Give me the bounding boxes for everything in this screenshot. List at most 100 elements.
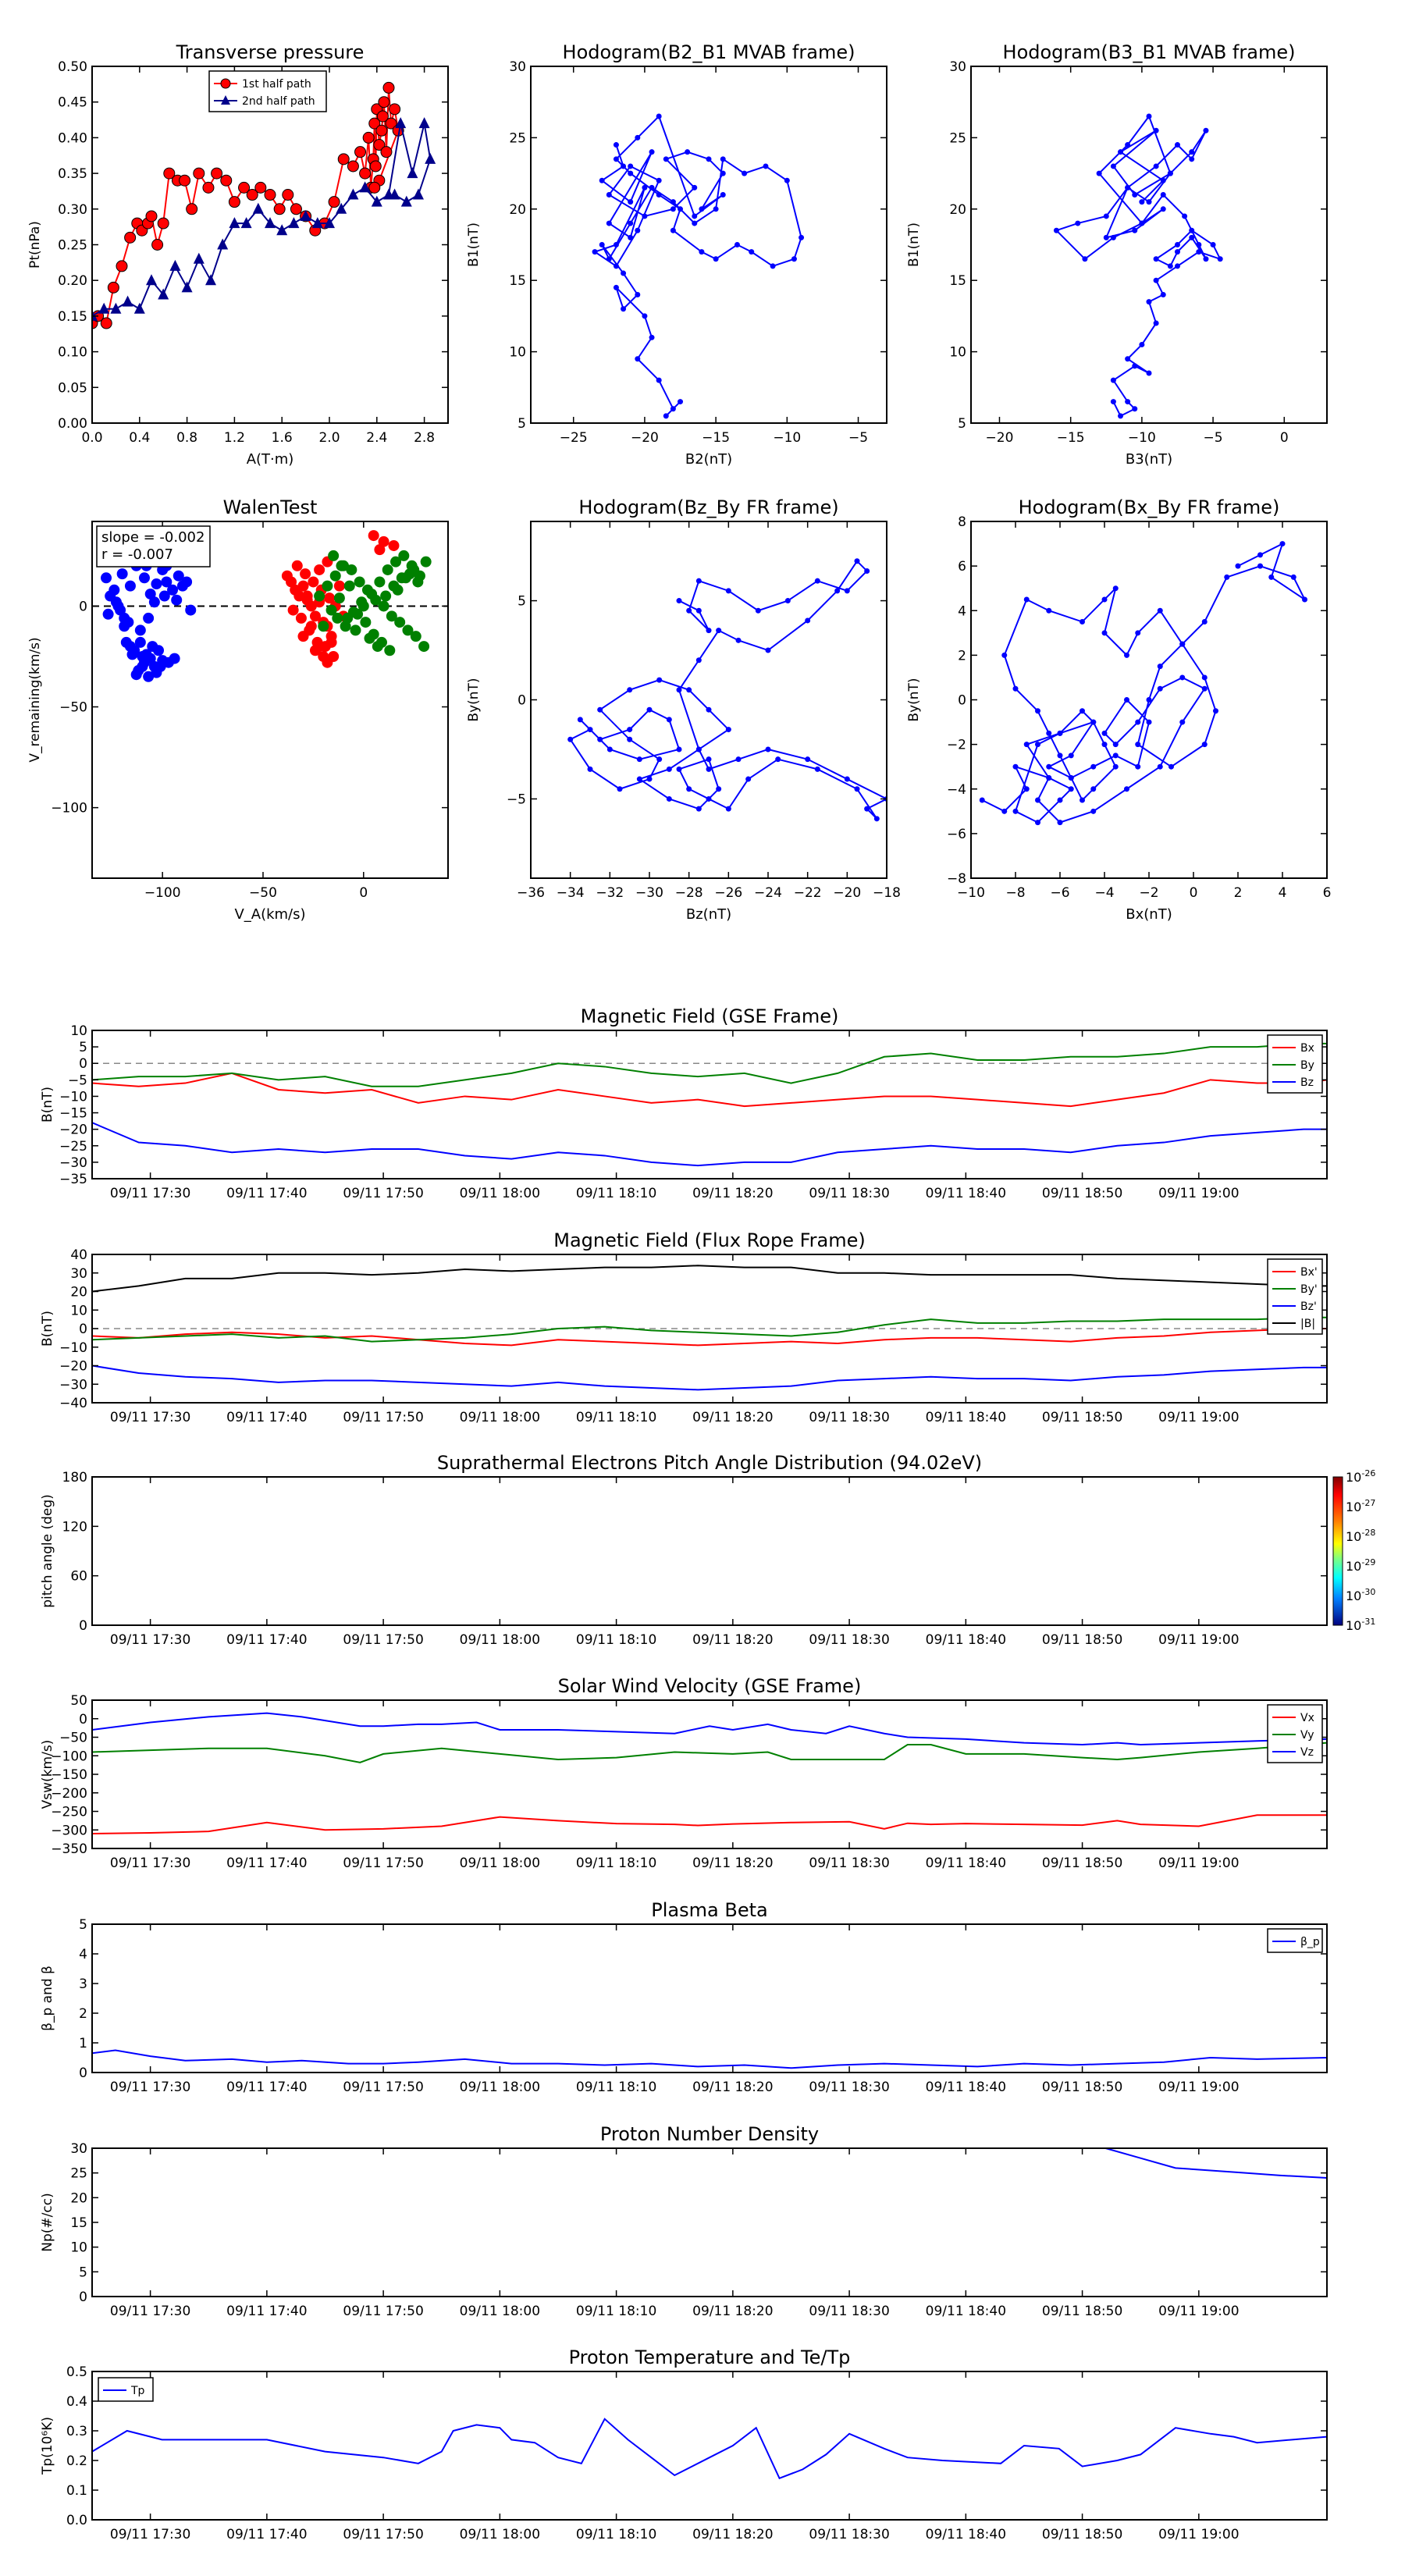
data-point xyxy=(686,687,692,693)
x-tick-label: 09/11 19:00 xyxy=(1158,1856,1239,1871)
data-point xyxy=(765,647,771,653)
data-point xyxy=(656,377,662,383)
data-point xyxy=(1068,786,1074,792)
chart-title: Hodogram(B2_B1 MVAB frame) xyxy=(563,41,855,63)
legend-marker xyxy=(221,95,230,105)
data-point xyxy=(606,220,612,226)
chart-title: Plasma Beta xyxy=(651,1899,767,1921)
data-point xyxy=(318,621,329,632)
series-Vy xyxy=(92,1742,1327,1763)
y-axis-label: By(nT) xyxy=(466,678,482,721)
y-tick-label: 0.15 xyxy=(58,309,87,325)
data-point xyxy=(1118,413,1124,419)
data-point xyxy=(140,649,152,660)
data-point xyxy=(286,576,297,588)
data-point xyxy=(1001,652,1008,658)
data-point xyxy=(418,641,430,653)
y-tick-label: 10 xyxy=(70,1023,87,1039)
data-point xyxy=(656,677,663,683)
data-point xyxy=(1146,199,1152,205)
data-point xyxy=(157,655,169,667)
data-point xyxy=(151,667,162,678)
data-point xyxy=(1110,234,1116,240)
chart-title: Proton Number Density xyxy=(600,2123,819,2145)
data-point xyxy=(854,786,860,792)
y-tick-label: −200 xyxy=(51,1786,87,1802)
data-point xyxy=(1213,708,1218,714)
y-axis-label: Vsw(km/s) xyxy=(40,1740,55,1809)
data-point xyxy=(1146,299,1152,305)
data-point xyxy=(158,590,170,602)
data-point xyxy=(305,600,317,612)
x-tick-label: 09/11 18:00 xyxy=(460,1186,540,1201)
data-point xyxy=(617,786,623,792)
data-point xyxy=(265,217,276,229)
data-point xyxy=(663,156,669,162)
data-point xyxy=(246,189,258,201)
x-tick-label: 09/11 17:30 xyxy=(110,1186,190,1201)
data-point xyxy=(1023,742,1030,748)
series-line xyxy=(92,1742,1327,1763)
x-tick-label: 09/11 17:30 xyxy=(110,2080,190,2095)
data-point xyxy=(1132,227,1138,233)
data-point xyxy=(784,177,790,183)
y-tick-label: 120 xyxy=(62,1519,87,1535)
data-point xyxy=(382,564,393,575)
data-point xyxy=(1053,227,1059,233)
data-point xyxy=(389,103,401,116)
data-point xyxy=(158,288,169,300)
data-point xyxy=(1203,256,1209,262)
x-tick-label: 09/11 18:00 xyxy=(460,1410,540,1425)
data-point xyxy=(873,816,880,822)
data-point xyxy=(1132,363,1138,369)
data-point xyxy=(137,660,148,672)
data-point xyxy=(670,406,676,412)
x-tick-label: 09/11 19:00 xyxy=(1158,2527,1239,2542)
data-point xyxy=(663,413,669,419)
x-tick-label: −24 xyxy=(754,885,782,901)
colorbar-tick-exponent: -27 xyxy=(1361,1498,1375,1508)
data-point xyxy=(325,604,337,616)
x-tick-label: 09/11 17:30 xyxy=(110,2304,190,2319)
data-point xyxy=(1112,585,1119,592)
data-point xyxy=(1080,708,1085,714)
legend-label: Tp xyxy=(130,2385,145,2397)
x-tick-label: −10 xyxy=(957,885,985,901)
data-point xyxy=(124,641,136,653)
plot-frame xyxy=(91,1923,1328,2073)
data-point xyxy=(597,736,603,742)
data-point xyxy=(1080,619,1085,625)
x-tick-label: −15 xyxy=(1057,430,1085,446)
data-point xyxy=(695,806,702,812)
data-point xyxy=(282,189,294,201)
data-point xyxy=(163,167,176,180)
chart-tp_temp: 09/11 17:30 09/11 17:40 09/11 17:50 09/11 1… xyxy=(40,2347,1328,2542)
data-point xyxy=(627,687,633,693)
data-point xyxy=(656,192,662,198)
data-point xyxy=(814,578,820,584)
x-tick-label: 09/11 17:40 xyxy=(226,2080,307,2095)
data-point xyxy=(666,717,672,723)
chart-h31: −20 −15 −10 −5 0 5 10 15 20 25 30 Hodogram(B3_B1 MV… xyxy=(906,41,1328,468)
chart-title: Transverse pressure xyxy=(176,41,365,63)
y-tick-label: 15 xyxy=(949,273,966,289)
data-point xyxy=(100,317,112,329)
data-point xyxy=(1112,763,1119,770)
data-point xyxy=(124,580,136,592)
data-point xyxy=(300,568,311,580)
data-point xyxy=(404,568,416,580)
data-point xyxy=(1139,341,1145,347)
y-tick-label: 0.30 xyxy=(58,202,87,218)
legend: 1st half path 2nd half path xyxy=(208,70,327,112)
data-point xyxy=(676,687,682,693)
chart-title: Magnetic Field (Flux Rope Frame) xyxy=(553,1229,865,1251)
data-point xyxy=(1168,763,1174,770)
y-axis-label: Np(#/cc) xyxy=(40,2193,55,2251)
data-point xyxy=(695,746,702,753)
data-point xyxy=(1174,263,1180,269)
data-point xyxy=(1132,406,1138,412)
series-|B| xyxy=(92,1265,1327,1293)
chart-np: 09/11 17:30 09/11 17:40 09/11 17:50 09/11 1… xyxy=(40,2123,1328,2319)
data-point xyxy=(371,195,382,207)
data-point xyxy=(1035,742,1040,748)
